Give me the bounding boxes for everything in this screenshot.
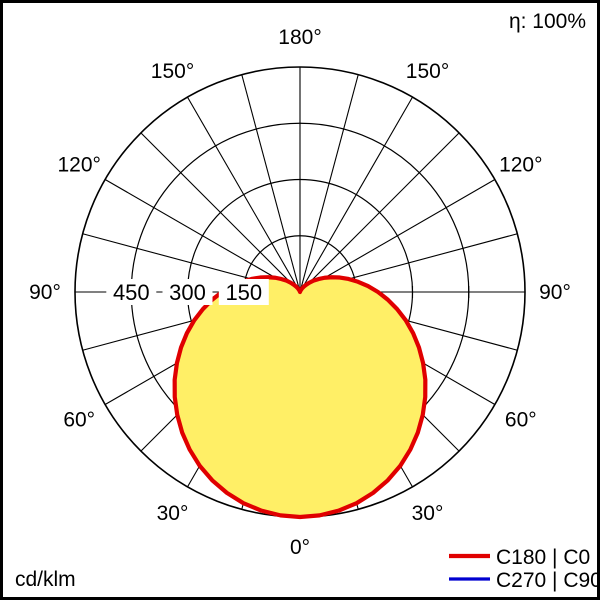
angle-tick-label: 60° — [63, 409, 95, 432]
legend-label-c180-c0: C180 | C0 — [496, 546, 590, 569]
angle-tick-label: 30° — [412, 502, 444, 525]
angle-tick-label: 180° — [278, 26, 321, 49]
grid-spoke — [299, 74, 359, 293]
angle-tick-label: 150° — [151, 60, 194, 83]
polar-chart: 0° 30° 60° 90° 120° 150° 180° 150° 120° 90° 60° 30°… — [15, 10, 597, 592]
radial-tick-label: 300 — [169, 280, 206, 305]
radial-tick-labels: 150 300 450 — [106, 279, 269, 305]
distribution-curves — [172, 275, 428, 520]
legend: C180 | C0 C270 | C90 — [449, 546, 597, 592]
grid-spoke — [187, 96, 301, 293]
efficiency-label: η: 100% — [509, 10, 586, 33]
radial-label-backdrop — [218, 279, 269, 305]
radial-tick-label: 150 — [225, 280, 262, 305]
angle-tick-label: 150° — [406, 60, 449, 83]
angle-tick-label: 90° — [29, 281, 61, 304]
grid-spoke — [299, 132, 460, 293]
grid-spoke — [241, 74, 301, 293]
angle-tick-label: 120° — [499, 154, 542, 177]
angle-tick-label: 120° — [57, 154, 100, 177]
grid-spoke — [140, 132, 301, 293]
curve-c180-c0 — [172, 275, 428, 520]
radial-tick-label: 450 — [113, 280, 150, 305]
angle-tick-label: 0° — [290, 536, 310, 559]
grid-spoke — [299, 96, 413, 293]
unit-label: cd/klm — [15, 568, 76, 591]
angle-tick-label: 30° — [157, 502, 189, 525]
angle-tick-label: 60° — [505, 409, 537, 432]
radial-label-backdrop — [106, 279, 157, 305]
grid-spoke — [299, 179, 496, 293]
angle-tick-labels: 0° 30° 60° 90° 120° 150° 180° 150° 120° 90° 60° 30° — [29, 26, 571, 559]
grid-spoke — [104, 179, 301, 293]
radial-label-backdrop — [162, 279, 213, 305]
angle-tick-label: 90° — [539, 281, 571, 304]
legend-label-c270-c90: C270 | C90 — [496, 569, 597, 592]
